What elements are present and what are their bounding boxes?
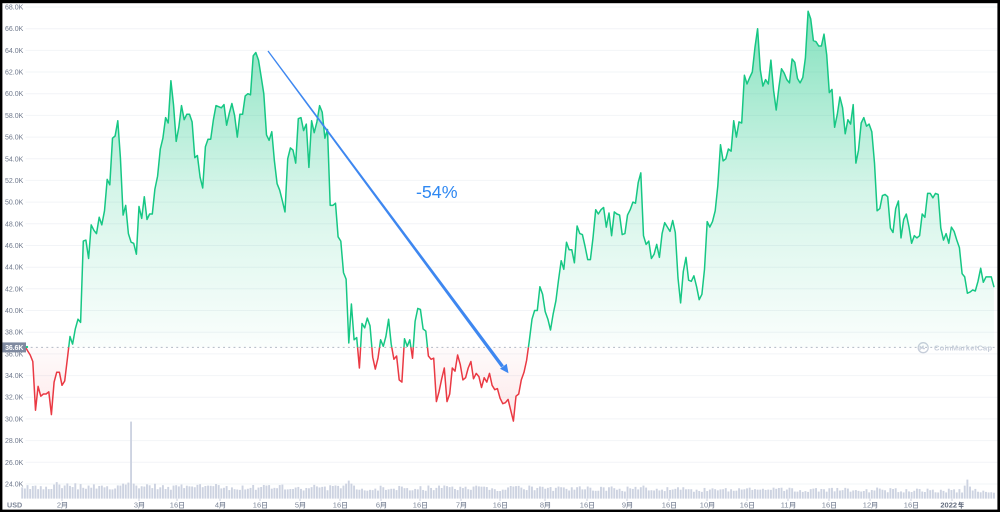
svg-text:58.0K: 58.0K [5, 113, 24, 120]
svg-text:10: 10 [700, 501, 708, 510]
svg-text:16: 16 [904, 501, 912, 510]
svg-text:24.0K: 24.0K [5, 482, 24, 489]
svg-text:34.0K: 34.0K [5, 373, 24, 380]
svg-text:16: 16 [580, 501, 588, 510]
svg-text:5: 5 [295, 501, 299, 510]
svg-text:16: 16 [662, 501, 670, 510]
svg-text:26.0K: 26.0K [5, 460, 24, 467]
svg-text:8: 8 [540, 501, 544, 510]
svg-text:2022: 2022 [940, 501, 957, 510]
svg-text:66.0K: 66.0K [5, 26, 24, 33]
svg-text:36.0K: 36.0K [5, 351, 24, 358]
svg-text:28.0K: 28.0K [5, 438, 24, 445]
svg-text:16: 16 [740, 501, 748, 510]
svg-text:36.6K: 36.6K [5, 345, 23, 352]
svg-text:44.0K: 44.0K [5, 265, 24, 272]
svg-text:48.0K: 48.0K [5, 221, 24, 228]
svg-text:7: 7 [456, 501, 460, 510]
svg-text:4: 4 [215, 501, 219, 510]
svg-text:9: 9 [622, 501, 626, 510]
svg-text:16: 16 [253, 501, 261, 510]
svg-text:60.0K: 60.0K [5, 91, 24, 98]
svg-text:32.0K: 32.0K [5, 395, 24, 402]
svg-text:40.0K: 40.0K [5, 308, 24, 315]
svg-text:USD: USD [7, 501, 22, 510]
svg-text:56.0K: 56.0K [5, 135, 24, 142]
svg-text:3: 3 [134, 501, 138, 510]
svg-text:16: 16 [822, 501, 830, 510]
svg-text:42.0K: 42.0K [5, 286, 24, 293]
svg-text:68.0K: 68.0K [5, 5, 24, 12]
svg-text:30.0K: 30.0K [5, 416, 24, 423]
svg-text:16: 16 [333, 501, 341, 510]
svg-text:46.0K: 46.0K [5, 243, 24, 250]
svg-text:62.0K: 62.0K [5, 70, 24, 77]
svg-text:64.0K: 64.0K [5, 48, 24, 55]
svg-text:16: 16 [413, 501, 421, 510]
svg-text:11: 11 [781, 501, 789, 510]
svg-text:2: 2 [57, 501, 61, 510]
svg-text:16: 16 [493, 501, 501, 510]
svg-text:16: 16 [170, 501, 178, 510]
svg-text:CoinMarketCap: CoinMarketCap [934, 343, 992, 352]
svg-text:-54%: -54% [416, 182, 458, 202]
svg-text:52.0K: 52.0K [5, 178, 24, 185]
svg-text:38.0K: 38.0K [5, 330, 24, 337]
svg-text:50.0K: 50.0K [5, 200, 24, 207]
svg-text:54.0K: 54.0K [5, 156, 24, 163]
svg-text:12: 12 [863, 501, 871, 510]
svg-text:6: 6 [376, 501, 380, 510]
